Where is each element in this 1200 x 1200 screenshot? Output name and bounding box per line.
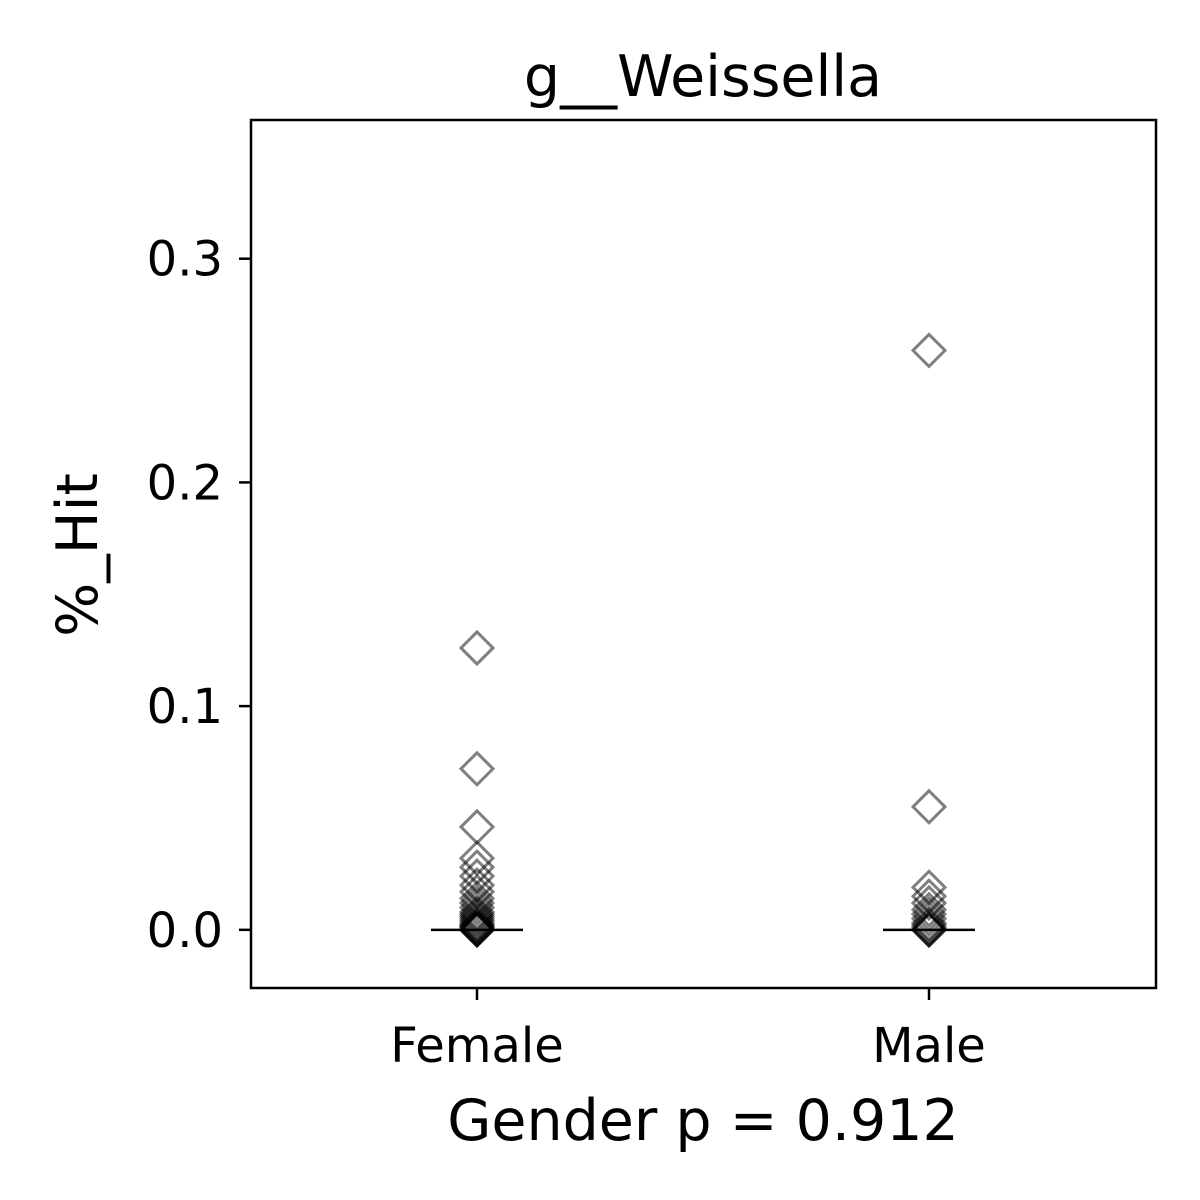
data-point xyxy=(910,891,948,928)
y-tick-label: 0.3 xyxy=(147,232,223,288)
data-point xyxy=(458,750,496,787)
data-point xyxy=(458,898,496,935)
data-point xyxy=(458,911,496,948)
y-axis: 0.0 0.1 0.2 0.3 xyxy=(147,232,251,959)
x-tick-label: Male xyxy=(872,1018,986,1074)
x-tick-label: Female xyxy=(390,1018,564,1074)
data-point xyxy=(910,907,948,944)
y-tick-label: 0.1 xyxy=(147,679,223,735)
data-point xyxy=(458,889,496,926)
data-point xyxy=(910,911,948,948)
y-tick-label: 0.0 xyxy=(147,903,223,959)
data-point xyxy=(910,905,948,942)
data-point xyxy=(458,902,496,940)
data-point xyxy=(910,884,948,922)
data-point xyxy=(910,900,948,937)
data-point xyxy=(458,884,496,922)
data-point xyxy=(458,905,496,942)
plot-frame xyxy=(249,118,1158,990)
data-point xyxy=(910,332,948,369)
x-axis: Female Male xyxy=(390,988,986,1074)
data-point xyxy=(910,788,948,825)
data-point xyxy=(910,909,948,946)
data-point xyxy=(458,907,496,944)
y-axis-label: %_Hit xyxy=(45,473,111,637)
x-axis-label: Gender p = 0.912 xyxy=(447,1088,959,1154)
y-tick-label: 0.2 xyxy=(147,455,223,511)
data-point xyxy=(458,900,496,937)
data-point xyxy=(458,893,496,931)
data-point xyxy=(458,629,496,667)
data-point xyxy=(458,909,496,946)
chart-title: g__Weissella xyxy=(524,44,882,110)
